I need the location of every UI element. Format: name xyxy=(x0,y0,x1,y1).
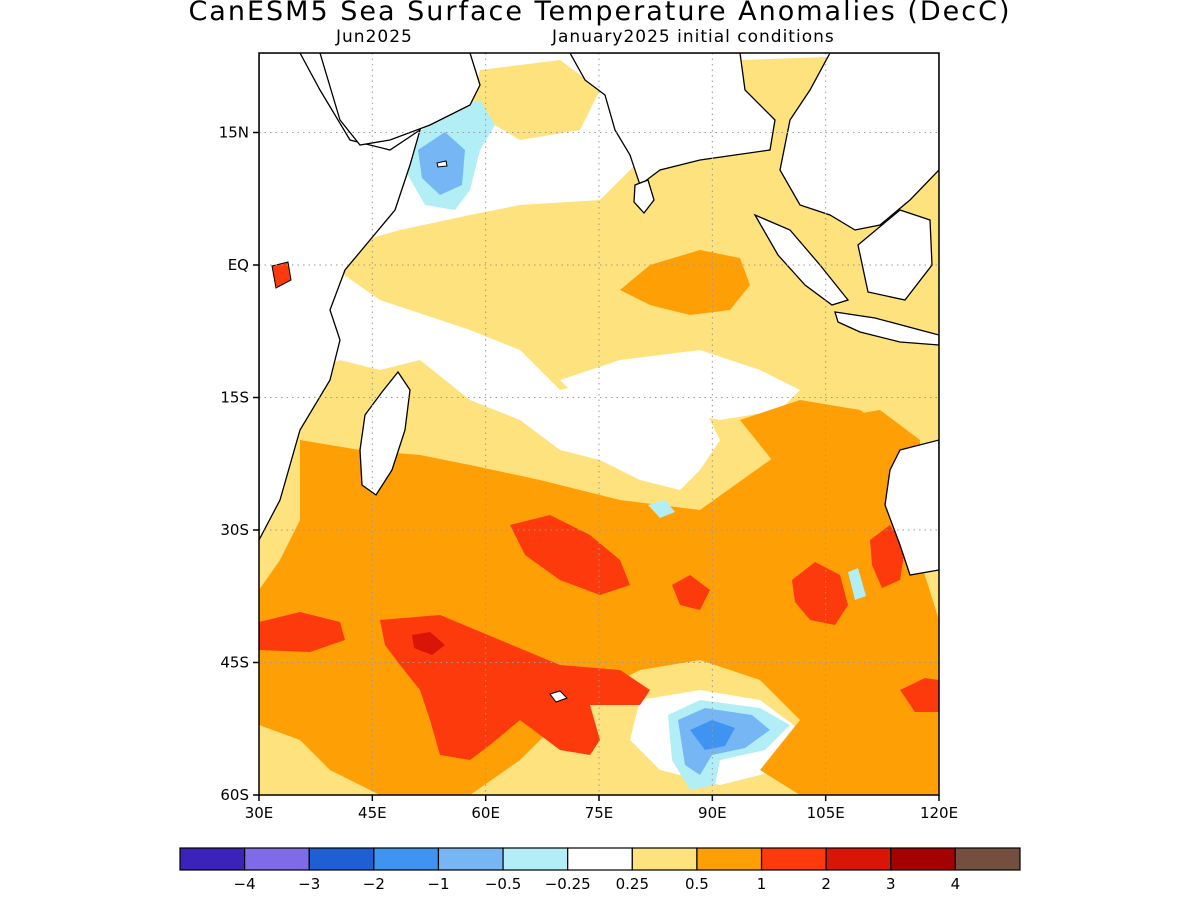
arabia-landmass xyxy=(319,53,481,146)
lat-tick-label: 30S xyxy=(220,521,249,539)
lon-tick-label: 60E xyxy=(471,804,500,822)
colorbar xyxy=(179,847,1021,871)
southeast-asia-landmass xyxy=(779,53,939,231)
sri-lanka-landmass xyxy=(633,179,655,215)
initial-conditions: January2025 initial conditions xyxy=(552,27,835,47)
cool-small-patch xyxy=(648,500,675,518)
graticule xyxy=(253,53,940,801)
colorbar-label: −1 xyxy=(427,875,449,893)
anomaly-field xyxy=(259,53,939,795)
colorbar-label: 2 xyxy=(821,875,831,893)
warm-south-central-patch xyxy=(800,720,939,795)
sumatra-landmass xyxy=(753,213,850,306)
page-title: CanESM5 Sea Surface Temperature Anomalie… xyxy=(188,0,1012,27)
lon-tick-label: 75E xyxy=(585,804,614,822)
lon-tick-label: 105E xyxy=(807,804,845,822)
colorbar-box xyxy=(696,847,763,871)
lon-tick-label: 30E xyxy=(245,804,274,822)
colorbar-labels: −4 −3 −2 −1 −0.5 −0.25 0.25 0.5 1 2 3 4 xyxy=(234,875,961,893)
colorbar-box xyxy=(373,847,440,871)
lat-tick-label: 45S xyxy=(220,654,249,672)
colorbar-box xyxy=(890,847,956,871)
warm-bay-of-bengal-patch xyxy=(740,400,900,490)
colorbar-box xyxy=(631,847,698,871)
lon-tick-label: 120E xyxy=(920,804,958,822)
colorbar-label: 0.25 xyxy=(616,875,649,893)
socotra-island xyxy=(436,160,448,168)
neutral-central-region xyxy=(560,350,800,420)
colorbar-box xyxy=(308,847,375,871)
colorbar-label: −3 xyxy=(298,875,320,893)
warm-equatorial-patch xyxy=(620,250,750,315)
lake-victoria-patch xyxy=(271,261,292,289)
colorbar-box xyxy=(825,847,892,871)
colorbar-box xyxy=(954,847,1021,871)
colorbar-box xyxy=(502,847,569,871)
colorbar-label: −2 xyxy=(363,875,385,893)
lon-tick-label: 45E xyxy=(358,804,387,822)
latitude-tick-labels: 15N EQ 15S 30S 45S 60S xyxy=(219,124,249,805)
borneo-landmass xyxy=(857,209,933,301)
colorbar-box xyxy=(244,847,310,871)
hot-patch-west-coast xyxy=(870,525,905,588)
colorbar-label: −0.5 xyxy=(485,875,521,893)
map-frame xyxy=(258,52,940,796)
colorbar-label: −4 xyxy=(234,875,256,893)
colorbar-label: 4 xyxy=(951,875,961,893)
lat-tick-label: 15N xyxy=(219,124,249,142)
forecast-month: Jun2025 xyxy=(336,27,413,47)
hot-patch-southwest xyxy=(259,612,345,652)
neutral-western-region xyxy=(259,265,720,490)
madagascar-landmass xyxy=(359,370,411,496)
lat-tick-label: EQ xyxy=(228,256,249,274)
colorbar-box xyxy=(567,847,633,871)
cool-east-patch xyxy=(848,568,866,600)
colorbar-box xyxy=(179,847,246,871)
hot-patch-central xyxy=(510,515,630,595)
africa-landmass xyxy=(259,53,422,541)
india-landmass xyxy=(569,53,776,187)
kerguelen-island xyxy=(549,690,568,703)
weak-warm-north-band xyxy=(470,60,600,140)
colorbar-box xyxy=(437,847,504,871)
hot-patch-small xyxy=(672,575,710,610)
very-hot-core xyxy=(412,632,445,655)
colorbar-box xyxy=(760,847,827,871)
hot-patch-east xyxy=(792,562,848,625)
java-landmass xyxy=(834,311,939,346)
lat-tick-label: 60S xyxy=(220,786,249,804)
lat-tick-label: 15S xyxy=(220,389,249,407)
colorbar-label: 3 xyxy=(886,875,896,893)
lon-tick-label: 90E xyxy=(698,804,727,822)
colorbar-label: −0.25 xyxy=(545,875,591,893)
colorbar-label: 0.5 xyxy=(685,875,709,893)
longitude-tick-labels: 30E 45E 60E 75E 90E 105E 120E xyxy=(245,804,958,822)
hot-patch-south-central xyxy=(380,615,650,760)
australia-landmass xyxy=(884,439,939,576)
colorbar-label: 1 xyxy=(757,875,767,893)
hot-patch-southeast xyxy=(900,678,939,712)
